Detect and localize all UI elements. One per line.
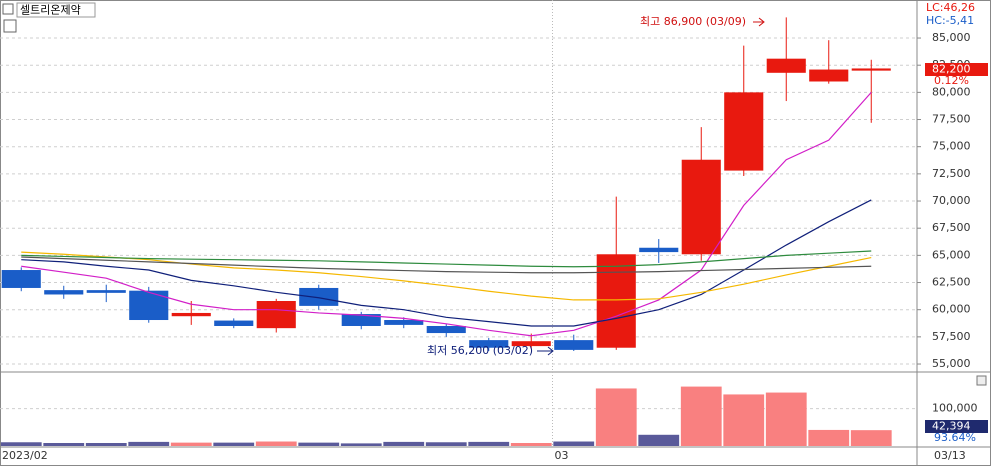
moving-average <box>21 199 872 327</box>
x-tick-label: 03/13 <box>934 449 966 462</box>
volume-bar <box>128 441 170 446</box>
plot: 55,000 57,500 60,000 62,500 65,000 67,500 70,0… <box>0 17 978 462</box>
y-tick-label: 72,500 <box>932 167 971 180</box>
menu-icon[interactable] <box>2 3 14 15</box>
candle-body <box>766 58 806 73</box>
volume-bar <box>298 442 340 446</box>
moving-average <box>21 91 872 337</box>
y-tick-label: 55,000 <box>932 357 971 370</box>
y-tick-label: 65,000 <box>932 248 971 261</box>
volume-bar <box>43 443 85 446</box>
moving-average <box>21 250 872 268</box>
candle-body <box>596 254 636 348</box>
price-tag: 82,200 <box>932 63 971 76</box>
candle-body <box>214 320 254 326</box>
y-tick-label: 75,000 <box>932 140 971 153</box>
candle-body <box>256 300 296 329</box>
volume-bar <box>553 441 595 446</box>
y-tick-label: 60,000 <box>932 303 971 316</box>
volume-bar <box>340 443 382 446</box>
volume-bar <box>383 441 425 446</box>
lc-indicator: LC:46,26 <box>926 1 975 14</box>
volume-tag: 42,394 <box>932 420 971 433</box>
candle-body <box>1 270 41 288</box>
volume-tick-label: 100,000 <box>932 402 978 415</box>
high-arrow <box>753 17 765 27</box>
volume-tag-box <box>925 420 988 433</box>
close-button[interactable] <box>976 375 987 386</box>
volume-ratio-tag: 93.64% <box>934 431 976 444</box>
volume-bar <box>213 442 255 446</box>
volume-bar <box>170 442 212 446</box>
y-tick-label: 62,500 <box>932 276 971 289</box>
volume-bar <box>680 386 722 446</box>
candle-body <box>299 287 339 306</box>
volume-bar <box>638 434 680 446</box>
volume-bar <box>85 443 127 446</box>
y-tick-label: 67,500 <box>932 221 971 234</box>
volume-bar <box>595 388 637 446</box>
candle-body <box>724 92 764 171</box>
candle-body <box>171 312 211 317</box>
volume-bar <box>255 441 297 446</box>
candle-body <box>86 290 126 293</box>
low-label: 최저 56,200 (03/02) <box>427 344 533 357</box>
price-tag-box <box>925 63 988 76</box>
volume-bar <box>0 442 42 446</box>
y-tick-label: 57,500 <box>932 330 971 343</box>
x-tick-label: 2023/02 <box>2 449 48 462</box>
candle-body <box>469 340 509 348</box>
y-tick-label: 80,000 <box>932 85 971 98</box>
candle-body <box>681 159 721 255</box>
candle-body <box>44 290 84 295</box>
volume-bar <box>808 429 850 446</box>
candle-body <box>851 68 891 71</box>
volume-bar <box>765 392 807 446</box>
candle-body <box>809 69 849 82</box>
candle-body <box>639 247 679 253</box>
candle-body <box>341 314 381 326</box>
grid-icon[interactable] <box>3 19 17 33</box>
candle-body <box>129 290 169 321</box>
x-tick-label: 03 <box>555 449 569 462</box>
hc-indicator: HC:-5,41 <box>926 14 974 27</box>
y-tick-label: 70,000 <box>932 194 971 207</box>
high-label: 최고 86,900 (03/09) <box>640 15 746 28</box>
y-tick-label: 77,500 <box>932 113 971 126</box>
candle-body <box>511 341 551 347</box>
moving-average <box>21 251 872 301</box>
title-box[interactable] <box>16 2 96 18</box>
candle-body <box>426 325 466 334</box>
volume-bar <box>850 430 892 446</box>
low-arrow <box>537 346 554 356</box>
volume-bar <box>723 394 765 446</box>
stock-name: 셀트리온제약 <box>20 3 81 17</box>
change-tag: 0.12% <box>934 74 969 87</box>
candle-body <box>384 320 424 325</box>
volume-bar <box>510 443 552 446</box>
candle-body <box>554 340 594 350</box>
y-tick-label: 85,000 <box>932 31 971 44</box>
moving-average <box>21 256 872 274</box>
volume-bar <box>468 441 510 446</box>
volume-bar <box>425 442 467 446</box>
